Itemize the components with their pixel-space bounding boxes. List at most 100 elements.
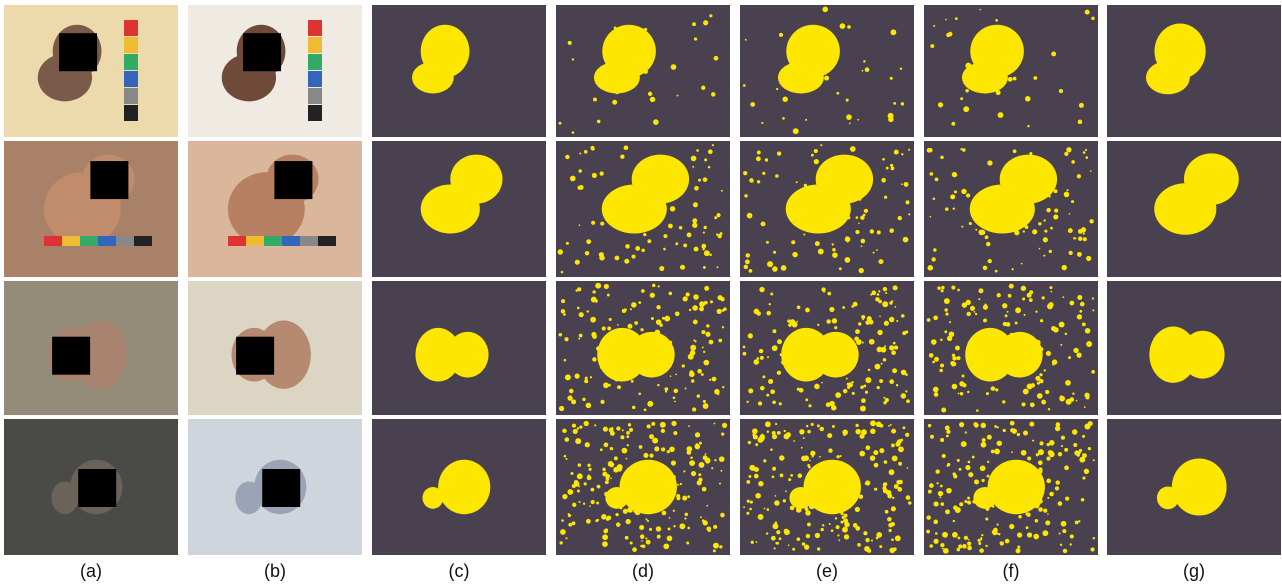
mask-noise	[629, 308, 632, 311]
mask-noise	[852, 301, 858, 307]
mask-noise	[630, 504, 633, 507]
mask-noise	[876, 230, 881, 235]
mask-noise	[596, 484, 601, 489]
mask-noise	[558, 332, 563, 337]
mask-noise	[999, 27, 1005, 32]
column-label: (f)	[1003, 561, 1020, 581]
mask-noise	[764, 158, 769, 162]
mask-noise	[1015, 548, 1021, 554]
mask-noise	[705, 331, 711, 337]
mask-noise	[1018, 350, 1023, 355]
mask-noise	[752, 434, 758, 440]
mask-noise	[860, 238, 866, 244]
mask-noise	[863, 60, 866, 63]
mask-noise	[648, 192, 653, 197]
mask-noise	[905, 432, 910, 437]
mask-noise	[774, 422, 778, 426]
mask-noise	[638, 445, 643, 449]
mask-noise	[934, 177, 939, 182]
mask-noise	[882, 286, 888, 292]
mask-noise	[584, 250, 590, 256]
mask-noise	[585, 518, 591, 524]
mask-noise	[611, 202, 615, 206]
mask-noise	[720, 512, 725, 518]
mask-noise	[601, 326, 606, 331]
mask-noise	[661, 316, 665, 320]
mask-noise	[599, 255, 605, 261]
mask-noise	[776, 370, 782, 375]
mask-noise	[813, 149, 818, 154]
mask-noise	[861, 314, 866, 319]
mask-noise	[1038, 467, 1043, 472]
mask-noise	[967, 541, 972, 546]
mask-noise	[992, 527, 998, 533]
mask-noise	[941, 453, 946, 459]
mask-noise	[714, 459, 717, 462]
mask-noise	[891, 455, 898, 462]
mask-noise	[989, 351, 995, 357]
cell	[4, 281, 178, 415]
mask-blob	[1171, 458, 1227, 516]
mask-noise	[963, 106, 970, 113]
mask-noise	[894, 306, 897, 308]
mask-noise	[659, 171, 664, 176]
mask-noise	[975, 352, 981, 358]
mask-noise	[802, 437, 805, 439]
mask-noise	[596, 346, 601, 352]
mask-noise	[578, 312, 584, 318]
mask-noise	[654, 333, 657, 336]
mask-noise	[820, 504, 825, 508]
mask-noise	[854, 336, 859, 342]
mask-noise	[926, 318, 931, 322]
mask-noise	[641, 248, 645, 253]
mask-noise	[605, 52, 609, 56]
mask-noise	[701, 486, 707, 492]
mask-noise	[571, 58, 575, 61]
mask-noise	[782, 96, 788, 102]
mask-noise	[1091, 297, 1095, 300]
mask-noise	[1061, 264, 1067, 271]
mask-noise	[1068, 213, 1071, 215]
mask-noise	[832, 248, 836, 252]
mask-noise	[1076, 251, 1082, 257]
mask-noise	[893, 149, 899, 155]
mask-noise	[986, 434, 992, 440]
mask-noise	[994, 269, 998, 273]
mask-noise	[1023, 363, 1029, 369]
mask-noise	[743, 264, 749, 270]
mask-noise	[793, 193, 797, 197]
mask-noise	[986, 460, 990, 464]
mask-noise	[945, 434, 949, 438]
mask-noise	[807, 498, 810, 502]
mask-noise	[664, 387, 669, 391]
mask-noise	[814, 241, 820, 247]
mask-noise	[669, 446, 675, 453]
mask-noise	[614, 377, 619, 382]
mask-noise	[837, 499, 840, 501]
cell	[924, 281, 1098, 415]
mask-noise	[944, 425, 950, 431]
mask-noise	[961, 225, 964, 228]
mask-noise	[1032, 439, 1035, 442]
mask-noise	[1092, 459, 1095, 462]
mask-noise	[829, 473, 833, 477]
mask-noise	[562, 428, 567, 434]
mask-noise	[810, 153, 814, 157]
mask-noise	[821, 381, 823, 384]
mask-noise	[844, 521, 850, 528]
mask-noise	[747, 333, 753, 339]
mask-noise	[649, 292, 655, 298]
mask-noise	[1051, 51, 1057, 57]
mask-blob	[1145, 60, 1190, 95]
mask-noise	[893, 345, 899, 350]
mask-noise	[1049, 440, 1055, 446]
mask-noise	[701, 330, 706, 335]
mask-noise	[775, 174, 779, 178]
mask-noise	[819, 455, 821, 458]
mask-noise	[702, 177, 708, 182]
mask-noise	[1092, 537, 1096, 540]
mask-noise	[882, 482, 887, 487]
mask-noise	[868, 338, 875, 345]
mask-noise	[700, 303, 704, 306]
mask-noise	[967, 496, 971, 500]
